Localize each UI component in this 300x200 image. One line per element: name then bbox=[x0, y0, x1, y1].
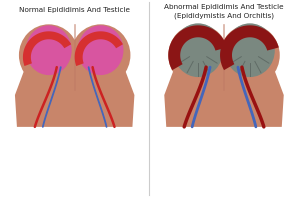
Polygon shape bbox=[220, 25, 279, 70]
Text: Abnormal Epididimis And Testicle
(Epididymistis And Orchitis): Abnormal Epididimis And Testicle (Epidid… bbox=[164, 4, 284, 19]
Ellipse shape bbox=[26, 25, 72, 75]
Ellipse shape bbox=[220, 24, 280, 86]
Ellipse shape bbox=[225, 23, 275, 77]
Polygon shape bbox=[15, 63, 134, 127]
Text: Normal Epididimis And Testicle: Normal Epididimis And Testicle bbox=[19, 7, 130, 13]
Polygon shape bbox=[168, 25, 227, 70]
Ellipse shape bbox=[168, 24, 228, 86]
Polygon shape bbox=[75, 31, 123, 66]
Polygon shape bbox=[164, 63, 284, 127]
Ellipse shape bbox=[78, 25, 124, 75]
Ellipse shape bbox=[173, 23, 223, 77]
Ellipse shape bbox=[71, 24, 130, 86]
Polygon shape bbox=[23, 31, 71, 66]
Ellipse shape bbox=[19, 24, 79, 86]
